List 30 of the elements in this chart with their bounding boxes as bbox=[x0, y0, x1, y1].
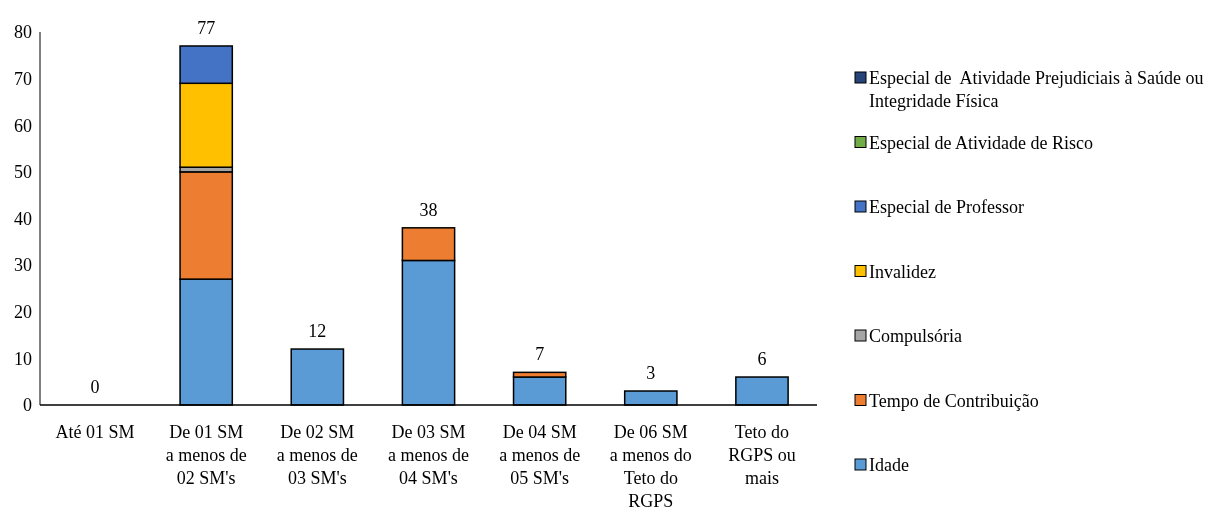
x-tick-label: De 04 SM a menos de 05 SM's bbox=[499, 422, 581, 488]
total-label: 3 bbox=[646, 363, 656, 384]
total-label: 12 bbox=[308, 321, 327, 342]
y-tick-label: 40 bbox=[14, 208, 32, 229]
x-tick-label: De 02 SM a menos de 03 SM's bbox=[276, 422, 358, 488]
x-tick-label: De 03 SM a menos de 04 SM's bbox=[388, 422, 469, 488]
total-label: 7 bbox=[535, 344, 545, 365]
legend-label: Invalidez bbox=[869, 261, 936, 282]
legend-label: Tempo de Contribuição bbox=[869, 390, 1039, 411]
legend-label: Especial de Atividade Prejudiciais à Saúde ou Integridade Física bbox=[869, 68, 1204, 112]
total-label: 6 bbox=[757, 349, 767, 370]
y-tick-label: 0 bbox=[23, 395, 32, 416]
y-tick-label: 20 bbox=[14, 302, 32, 323]
x-tick-label: De 06 SM a menos do Teto do RGPS bbox=[609, 422, 692, 511]
legend-label: Especial de Professor bbox=[869, 197, 1024, 218]
total-label: 77 bbox=[197, 17, 216, 38]
y-tick-label: 30 bbox=[14, 255, 32, 276]
total-label: 0 bbox=[90, 377, 100, 397]
y-tick-label: 60 bbox=[14, 115, 32, 136]
total-label: 38 bbox=[419, 199, 438, 220]
y-tick-label: 50 bbox=[14, 162, 32, 183]
x-tick-label: Até 01 SM bbox=[55, 422, 135, 442]
x-tick-label: Teto do RGPS ou mais bbox=[728, 422, 796, 488]
y-tick-label: 70 bbox=[14, 68, 32, 89]
legend-label: Especial de Atividade de Risco bbox=[869, 132, 1093, 153]
y-tick-label: 10 bbox=[14, 348, 32, 369]
legend-label: Idade bbox=[869, 455, 909, 476]
x-tick-label: De 01 SM a menos de 02 SM's bbox=[165, 422, 247, 488]
legend-label: Compulsória bbox=[869, 326, 963, 347]
y-tick-label: 80 bbox=[14, 22, 32, 43]
